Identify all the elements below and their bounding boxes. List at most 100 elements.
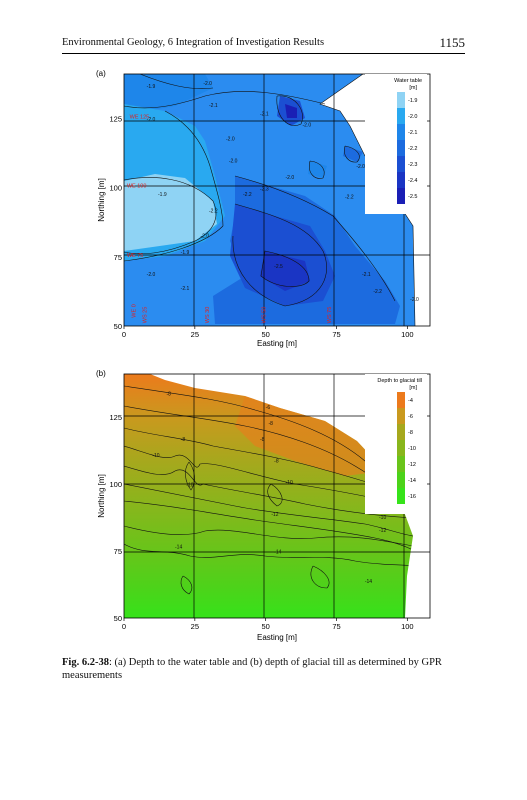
colorbar-swatch (397, 456, 405, 472)
well-labels-a: WE 125 WE 100 WE 75 WE 0 WS 25 WS 30 WS 50 WS 7… (127, 114, 333, 323)
contour-label: -12 (271, 512, 278, 518)
contour-label: -1.9 (147, 84, 156, 90)
well-label: WE 100 (127, 184, 147, 190)
colorbar-swatch (397, 488, 405, 504)
contour-label: -6 (266, 405, 271, 411)
contour-label: -2.0 (147, 272, 156, 278)
well-label: WE 125 (130, 114, 150, 120)
colorbar-level: -8 (408, 430, 413, 436)
contour-label: -1.9 (181, 250, 190, 256)
x-tick-label: 100 (401, 622, 414, 631)
well-label: WE 0 (131, 304, 137, 317)
contour-label: -2.5 (274, 264, 283, 270)
colorbar-swatch (397, 172, 405, 188)
well-label: WS 25 (143, 307, 149, 324)
y-tick-label: 50 (114, 614, 122, 623)
running-header: Environmental Geology, 6 Integration of … (62, 35, 465, 54)
x-axis-title-a: Easting [m] (257, 339, 297, 348)
contour-label: -2.1 (362, 272, 371, 278)
colorbar-unit: [m] (409, 85, 417, 91)
y-tick-label: 75 (114, 253, 122, 262)
colorbar-swatch (397, 156, 405, 172)
contour-label: -10 (286, 480, 293, 486)
axes-b: 0 25 50 75 100 50 75 100 125 (109, 413, 413, 631)
colorbar-title: Water table (394, 78, 422, 84)
contour-label: -2.1 (181, 286, 190, 292)
y-tick-label: 75 (114, 547, 122, 556)
y-tick-label: 100 (109, 184, 122, 193)
contour-label: -8 (260, 437, 265, 443)
colorbar-level: -2.3 (408, 162, 417, 168)
panel-label-b: (b) (96, 369, 106, 378)
till-contour-lines (124, 385, 413, 595)
plot-frame-b (123, 373, 431, 619)
contour-label: -2.0 (286, 175, 295, 181)
x-tick-label: 50 (261, 622, 269, 631)
y-tick-label: 50 (114, 322, 122, 331)
colorbar-level: -2.2 (408, 146, 417, 152)
colorbar-b: Depth to glacial till[m] -4 -6 -8 -10 -12 -14 -… (365, 374, 427, 514)
colorbar-level: -16 (408, 494, 416, 500)
contour-label: -2.2 (345, 195, 354, 201)
colorbar-swatch (397, 92, 405, 108)
x-tick-label: 0 (122, 622, 126, 631)
axes-a: 0 25 50 75 100 50 75 100 125 (109, 114, 413, 339)
y-tick-label: 100 (109, 480, 122, 489)
colorbar-swatch (397, 108, 405, 124)
colorbar-level: -2.5 (408, 194, 417, 200)
contour-label: -14 (365, 579, 372, 585)
figure-caption: Fig. 6.2-38: (a) Depth to the water tabl… (62, 656, 467, 682)
colorbar-background (365, 74, 427, 214)
contour-labels-a: -1.9 -2.0 -2.1 -2.0 -2.0 -2.0 -2.1 -2.0 -2.0 -2.0… (147, 81, 419, 303)
x-tick-label: 75 (332, 330, 340, 339)
contour-label: -2.0 (303, 123, 312, 129)
x-axis-title-b: Easting [m] (257, 633, 297, 642)
contour-label: -8 (269, 421, 274, 427)
contour-label: -8 (274, 458, 279, 464)
colorbar-level: -2.4 (408, 178, 417, 184)
x-tick-label: 25 (191, 330, 199, 339)
contour-label: -10 (186, 483, 193, 489)
contour-label: -2.0 (226, 136, 235, 142)
contour-label: -12 (379, 528, 386, 534)
contour-label: -2.2 (373, 289, 382, 295)
contour-label: -2.2 (209, 208, 218, 214)
colorbar-level: -10 (408, 446, 416, 452)
contour-label: -2.0 (203, 81, 212, 87)
caption-text: : (a) Depth to the water table and (b) d… (62, 657, 442, 681)
page-number: 1155 (439, 35, 465, 50)
well-label: WE 75 (127, 253, 144, 259)
contour-label: -2.0 (201, 233, 210, 239)
caption-label: Fig. 6.2-38 (62, 657, 109, 668)
colorbar-swatch (397, 140, 405, 156)
panel-label-a: (a) (96, 69, 106, 78)
contour-label: -8 (181, 437, 186, 443)
contour-label: -2.1 (209, 103, 218, 109)
colorbar-swatch (397, 188, 405, 204)
y-tick-label: 125 (109, 114, 122, 123)
figure-b-glacial-till-map: (b) 0 25 50 75 100 50 75 100 125 -8 -6 -8 -8 -8 -10 -8… (96, 369, 431, 642)
colorbar-title: Depth to glacial till (377, 378, 422, 384)
colorbar-swatch (397, 440, 405, 456)
well-label: WS 30 (205, 307, 211, 324)
x-tick-label: 75 (332, 622, 340, 631)
x-tick-label: 0 (122, 330, 126, 339)
colorbar-level: -2.0 (408, 114, 417, 120)
contour-label: -2.0 (147, 117, 156, 123)
colorbar-swatch (397, 472, 405, 488)
colorbar-a: Water table[m] -1.9 -2.0 -2.1 -2.2 -2.3 -2.4 -2… (365, 74, 427, 214)
contour-label: -2.0 (356, 164, 365, 170)
contour-label: -8 (167, 391, 172, 397)
well-label: WS 75 (327, 307, 333, 324)
well-label: WS 50 (262, 307, 268, 324)
colorbar-level: -6 (408, 414, 413, 420)
plot-frame-a (123, 73, 431, 327)
contour-label: -2.3 (260, 186, 269, 192)
colorbar-level: -4 (408, 398, 413, 404)
contour-label: -10 (379, 515, 386, 521)
colorbar-level: -14 (408, 478, 416, 484)
colorbar-unit: [m] (409, 385, 417, 391)
contour-label: -1.9 (158, 192, 167, 198)
colorbar-swatch (397, 124, 405, 140)
